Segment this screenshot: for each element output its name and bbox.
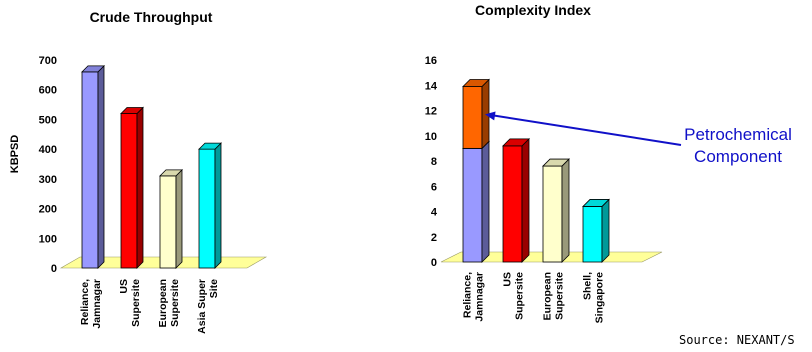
bar-1-1-seg-0-top (502, 138, 530, 147)
bar-0-1-seg-0-side (136, 106, 144, 269)
callout-arrow (492, 114, 682, 146)
source-note: Source: NEXANT/S (679, 333, 795, 347)
x-category-label: Reliance, (462, 272, 474, 318)
bar-0-2-seg-0-side (175, 168, 183, 269)
bar-0-0-seg-0-front (81, 71, 99, 269)
y-tick-label: 12 (425, 106, 437, 118)
x-category-label: Asia Super (196, 279, 208, 334)
crude-throughput-y-ticks: 0 100 200 300 400 500 600 700 (39, 55, 57, 275)
y-tick-label: 8 (431, 156, 437, 168)
y-tick-label: 100 (39, 233, 57, 245)
x-category-label: Supersite (514, 272, 526, 320)
crude-throughput-chart: Crude Throughput KBPSD 0 100 200 300 400 500 6… (9, 9, 268, 334)
crude-throughput-y-axis-label: KBPSD (9, 135, 21, 174)
bar-0-3-seg-0-side (214, 142, 222, 269)
bar-1-0-seg-0-front (462, 147, 483, 263)
y-tick-label: 2 (431, 232, 437, 244)
x-category-label: Site (208, 279, 220, 298)
x-category-label: Singapore (594, 272, 606, 324)
x-category-label: Supersite (130, 279, 142, 327)
x-category-label: Jamnagar (91, 279, 103, 329)
x-category-label: Reliance, (79, 279, 91, 325)
crude-throughput-x-labels: Reliance, Jamnagar US Supersite European Supe… (79, 279, 220, 334)
complexity-index-y-ticks: 0 2 4 6 8 10 12 14 16 (425, 55, 438, 269)
x-category-label: Supersite (169, 279, 181, 327)
callout-label-line-2: Component (694, 147, 782, 166)
bar-0-1-seg-0-front (120, 113, 138, 269)
y-tick-label: 200 (39, 204, 57, 216)
x-category-label: Supersite (554, 272, 566, 320)
complexity-index-title: Complexity Index (475, 2, 591, 18)
bar-0-0-seg-0-side (97, 64, 105, 269)
petrochemical-callout: Petrochemical Component (485, 111, 792, 166)
bar-1-2-seg-0-top (542, 158, 570, 167)
y-tick-label: 500 (39, 114, 57, 126)
x-category-label: Jamnagar (474, 272, 486, 322)
complexity-index-chart: Complexity Index 0 2 4 6 8 10 12 14 16 Reliance,… (425, 2, 792, 323)
y-tick-label: 700 (39, 55, 57, 67)
bar-1-1-seg-0-front (502, 145, 523, 263)
x-category-label: US (502, 272, 514, 287)
bar-0-3-seg-0-front (198, 148, 216, 269)
y-tick-label: 10 (425, 131, 437, 143)
bar-1-3-seg-0-side (601, 198, 610, 263)
y-tick-label: 0 (431, 257, 437, 269)
bar-1-3-seg-0-top (582, 199, 610, 207)
bar-0-2-seg-0-front (159, 175, 177, 269)
bar-1-0-seg-1-front (462, 86, 483, 149)
crude-throughput-title: Crude Throughput (90, 9, 213, 25)
bar-0-0-seg-0-top (81, 65, 105, 73)
bar-1-2-seg-0-front (542, 165, 563, 263)
bar-0-2-seg-0-top (159, 169, 183, 177)
x-category-label: European (157, 279, 169, 327)
bar-1-2-seg-0-side (561, 158, 570, 263)
y-tick-label: 4 (431, 207, 438, 219)
x-category-label: European (542, 272, 554, 320)
y-tick-label: 400 (39, 144, 57, 156)
bar-0-1-seg-0-top (120, 107, 144, 114)
y-tick-label: 6 (431, 181, 437, 193)
bar-1-0-seg-1-top (462, 79, 490, 87)
callout-label-line-1: Petrochemical (684, 125, 792, 144)
y-tick-label: 0 (51, 263, 57, 275)
crude-throughput-bars (81, 64, 222, 269)
y-tick-label: 16 (425, 55, 437, 67)
complexity-index-bars (462, 78, 610, 263)
bar-1-1-seg-0-side (521, 137, 530, 263)
y-tick-label: 14 (425, 80, 438, 92)
bar-0-3-seg-0-top (198, 142, 222, 150)
complexity-index-x-labels: Reliance, Jamnagar US Supersite European Supe… (462, 272, 606, 324)
bar-1-0-seg-0-side (481, 140, 490, 263)
bar-1-3-seg-0-front (582, 206, 603, 263)
y-tick-label: 600 (39, 85, 57, 97)
y-tick-label: 300 (39, 174, 57, 186)
callout-arrow-head (485, 111, 496, 121)
x-category-label: Shell, (582, 272, 594, 300)
x-category-label: US (118, 279, 130, 294)
